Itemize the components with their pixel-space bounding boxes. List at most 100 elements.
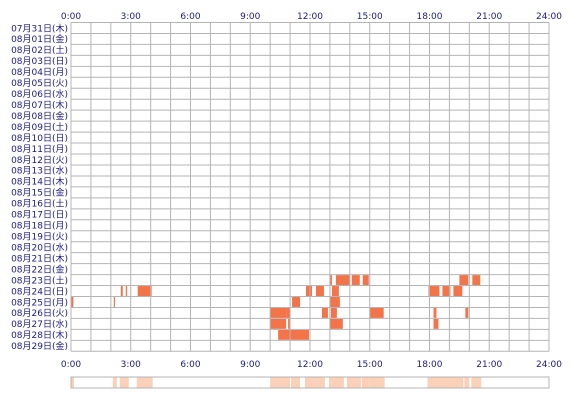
row-label: 08月11日(月) — [11, 144, 68, 155]
row-label: 08月26日(火) — [11, 308, 68, 319]
summary-cell — [328, 377, 344, 388]
activity-cell — [113, 297, 116, 307]
activity-cell — [329, 297, 340, 307]
x-tick-label-top: 9:00 — [240, 12, 260, 22]
activity-cell — [315, 286, 324, 296]
summary-cell — [270, 377, 291, 388]
row-labels: 07月31日(木)08月01日(金)08月02日(土)08月03日(日)08月0… — [11, 22, 68, 352]
activity-cell — [459, 275, 469, 286]
row-label: 08月29日(金) — [11, 340, 68, 352]
x-tick-label-bottom: 21:00 — [476, 360, 502, 370]
row-label: 08月10日(日) — [11, 133, 68, 144]
row-label: 08月16日(土) — [11, 198, 68, 210]
row-label: 08月20日(水) — [11, 241, 68, 253]
row-label: 08月22日(金) — [11, 263, 68, 275]
x-tick-label-bottom: 6:00 — [180, 360, 200, 370]
row-label: 08月12日(火) — [11, 155, 68, 166]
row-label: 08月05日(火) — [11, 78, 68, 89]
summary-cell — [112, 377, 117, 388]
activity-cell — [351, 275, 360, 286]
activity-cell — [125, 286, 128, 296]
row-label: 08月15日(金) — [11, 187, 68, 199]
chart-grid — [70, 22, 550, 352]
row-label: 08月17日(日) — [11, 210, 68, 221]
activity-cells — [71, 275, 481, 340]
summary-cell — [427, 377, 464, 388]
activity-cell — [71, 297, 74, 307]
activity-cell — [306, 286, 312, 296]
summary-cell — [369, 377, 385, 388]
x-tick-label-top: 18:00 — [417, 12, 443, 22]
activity-cell — [362, 275, 369, 286]
x-tick-label-bottom: 0:00 — [61, 360, 81, 370]
x-axis-top: 0:00 3:00 6:00 9:00 12:00 15:00 18:00 21:00 24:0… — [61, 12, 562, 22]
row-label: 08月13日(水) — [11, 165, 68, 177]
activity-cell — [329, 318, 343, 329]
activity-cell — [465, 307, 469, 318]
x-tick-label-top: 15:00 — [357, 12, 383, 22]
summary-cell — [119, 377, 129, 388]
row-label: 08月25日(月) — [11, 297, 68, 308]
activity-cell — [453, 286, 463, 296]
activity-cell — [330, 307, 337, 318]
activity-cell — [472, 275, 481, 286]
activity-cell — [270, 307, 287, 318]
x-tick-label-bottom: 3:00 — [121, 360, 141, 370]
x-axis-bottom: 0:00 3:00 6:00 9:00 12:00 15:00 18:00 21:00 24:0… — [61, 360, 562, 370]
activity-cell — [442, 286, 451, 296]
x-tick-label-bottom: 15:00 — [357, 360, 383, 370]
summary-cell — [346, 377, 361, 388]
activity-cell — [335, 275, 350, 286]
activity-cell — [137, 286, 152, 296]
summary-cell — [291, 377, 301, 388]
row-label: 08月21日(木) — [11, 252, 68, 264]
row-label: 08月19日(火) — [11, 232, 68, 243]
activity-cell — [331, 286, 339, 296]
row-label: 08月27日(水) — [11, 318, 68, 330]
row-label: 08月18日(月) — [11, 221, 68, 232]
row-label: 08月23日(土) — [11, 274, 68, 286]
row-label: 08月03日(日) — [11, 56, 68, 67]
activity-cell — [321, 307, 328, 318]
row-label: 08月24日(日) — [11, 286, 68, 297]
activity-cell — [270, 318, 287, 329]
x-tick-label-bottom: 24:00 — [536, 360, 562, 370]
row-label: 08月14日(木) — [11, 176, 68, 188]
activity-cell — [120, 286, 123, 296]
activity-cell — [433, 318, 439, 329]
x-tick-label-top: 0:00 — [61, 12, 81, 22]
row-label: 08月07日(木) — [11, 99, 68, 111]
summary-cell — [136, 377, 153, 388]
row-label: 08月28日(木) — [11, 329, 68, 341]
x-tick-label-top: 24:00 — [536, 12, 562, 22]
activity-cell — [292, 297, 301, 307]
summary-cell — [71, 377, 74, 388]
x-tick-label-bottom: 18:00 — [417, 360, 443, 370]
activity-cell — [428, 286, 440, 296]
summary-frame — [70, 376, 550, 389]
row-label: 08月08日(金) — [11, 110, 68, 122]
x-tick-label-top: 12:00 — [297, 12, 323, 22]
activity-cell — [369, 307, 384, 318]
activity-cell — [288, 318, 291, 329]
summary-cell — [464, 377, 470, 388]
summary-cell — [305, 377, 325, 388]
x-tick-label-bottom: 12:00 — [297, 360, 323, 370]
activity-cell — [278, 329, 310, 340]
summary-strip — [70, 376, 550, 389]
x-tick-label-top: 3:00 — [121, 12, 141, 22]
summary-cell — [471, 377, 482, 388]
x-tick-label-top: 6:00 — [180, 12, 200, 22]
row-label: 08月02日(土) — [11, 44, 68, 56]
summary-cell — [361, 377, 370, 388]
row-label: 08月06日(水) — [11, 88, 68, 100]
row-label: 07月31日(木) — [11, 22, 68, 34]
row-label: 08月04日(月) — [11, 67, 68, 78]
row-label: 08月09日(土) — [11, 121, 68, 133]
row-label: 08月01日(金) — [11, 33, 68, 45]
activity-cell — [286, 307, 291, 318]
activity-cell — [329, 275, 332, 286]
x-tick-label-top: 21:00 — [476, 12, 502, 22]
x-tick-label-bottom: 9:00 — [240, 360, 260, 370]
